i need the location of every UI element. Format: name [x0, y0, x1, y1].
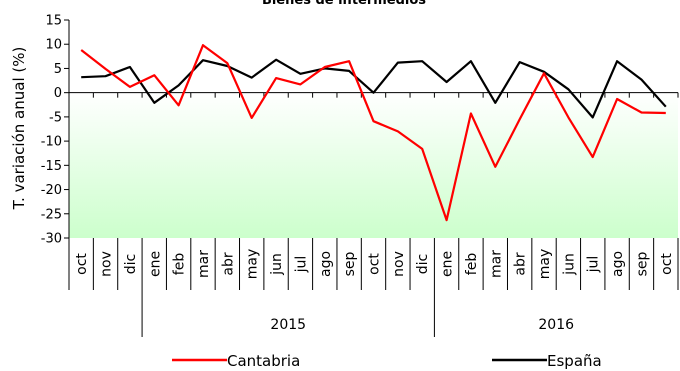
series-line-cantabria [80, 44, 666, 222]
x-tick-label: oct [659, 253, 675, 275]
y-tick-label: 5 [54, 62, 62, 77]
legend-label-cantabria: Cantabria [227, 352, 300, 370]
series-layer [80, 44, 667, 222]
y-tick-label: -15 [41, 159, 62, 174]
x-tick-label: ene [147, 251, 163, 277]
x-tick-label: may [537, 249, 553, 280]
legend-label-españa: España [547, 352, 602, 370]
x-tick-label: feb [172, 253, 188, 276]
x-tick-label: ago [610, 251, 626, 277]
series-line-españa [81, 58, 667, 119]
x-tick-label: sep [342, 251, 358, 276]
year-label: 2016 [538, 317, 574, 333]
x-tick-label: nov [99, 251, 115, 277]
x-tick-label: feb [464, 253, 480, 276]
y-tick-label: -10 [41, 135, 62, 150]
y-axis-label: T. variación anual (%) [10, 47, 28, 211]
year-label: 2015 [270, 317, 306, 333]
x-tick-label: dic [415, 254, 431, 274]
x-tick-label: mar [196, 250, 212, 278]
x-tick-label: abr [220, 252, 236, 275]
y-tick-label: 15 [45, 14, 62, 29]
x-tick-label: jun [269, 253, 285, 276]
y-tick-label: -20 [41, 183, 62, 198]
y-tick-label: -5 [49, 110, 62, 125]
x-tick-label: nov [391, 251, 407, 277]
x-tick-label: oct [367, 253, 383, 275]
chart-title: Bienes de intermedios [262, 0, 426, 8]
y-tick-label: 0 [54, 86, 62, 101]
x-tick-label: ago [318, 251, 334, 277]
y-tick-label: -30 [41, 232, 62, 247]
x-axis: oct nov dic ene feb mar abr may jun jul ago sep oct n… [68, 92, 679, 337]
y-axis: 15 10 5 0 -5 -10 -15 -20 -25 -30 [41, 14, 70, 247]
x-tick-label: oct [74, 253, 90, 275]
x-tick-label: mar [488, 250, 504, 278]
plot-background [69, 92, 678, 239]
x-tick-label: abr [513, 252, 529, 275]
x-tick-label: jul [293, 256, 309, 274]
x-tick-label: may [245, 249, 261, 280]
y-tick-label: 10 [45, 38, 62, 53]
y-tick-label: -25 [41, 207, 62, 222]
legend: Cantabria España [172, 352, 602, 370]
x-tick-label: jun [561, 253, 577, 276]
x-tick-label: sep [634, 251, 650, 276]
x-tick-label: ene [440, 251, 456, 277]
x-tick-label: dic [123, 254, 139, 274]
negative-area-fill [69, 92, 678, 239]
x-tick-label: jul [586, 256, 602, 274]
